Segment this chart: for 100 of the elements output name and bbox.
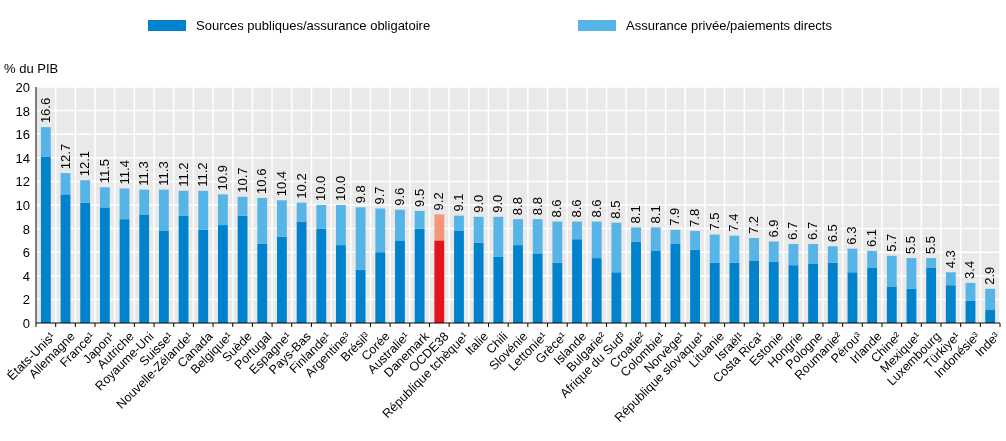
total-label: 4.3 xyxy=(942,250,958,269)
y-tick-label: 6 xyxy=(22,245,30,261)
bar xyxy=(985,310,996,323)
bar xyxy=(296,221,307,323)
total-label: 12.1 xyxy=(77,150,93,177)
bar xyxy=(158,189,169,231)
bar xyxy=(886,286,897,323)
bar xyxy=(631,227,641,242)
bar xyxy=(729,235,740,263)
total-label: 8.1 xyxy=(647,205,663,224)
bar xyxy=(788,243,799,266)
bar xyxy=(80,180,91,203)
bar xyxy=(513,245,523,323)
bar xyxy=(945,285,956,323)
bar xyxy=(690,230,700,250)
total-label: 10.4 xyxy=(273,170,289,197)
bar xyxy=(119,219,130,323)
bar xyxy=(926,267,937,323)
bar xyxy=(847,272,858,323)
bar xyxy=(336,205,346,246)
bar xyxy=(886,255,897,287)
total-label: 5.5 xyxy=(923,236,939,255)
bar xyxy=(434,240,445,323)
bar xyxy=(808,243,819,264)
bar xyxy=(965,282,976,301)
bar xyxy=(158,230,169,323)
bar xyxy=(60,173,71,195)
total-label: 12.7 xyxy=(57,143,73,170)
bar xyxy=(867,251,878,268)
legend-label: Sources publiques/assurance obligatoire xyxy=(196,18,431,33)
total-label: 11.4 xyxy=(116,160,132,185)
bar xyxy=(709,234,720,263)
bar xyxy=(611,272,622,323)
total-label: 6.7 xyxy=(805,221,821,240)
total-label: 8.8 xyxy=(529,197,545,216)
y-axis-title: % du PIB xyxy=(4,61,59,76)
bar xyxy=(257,243,268,323)
bar xyxy=(139,214,150,323)
y-tick-label: 16 xyxy=(15,127,30,143)
total-label: 8.5 xyxy=(608,200,624,219)
bar xyxy=(414,228,425,323)
bar xyxy=(670,243,681,323)
total-label: 10.0 xyxy=(332,175,348,201)
total-label: 11.3 xyxy=(155,161,171,186)
y-tick-label: 8 xyxy=(22,221,30,237)
total-label: 10.6 xyxy=(254,168,270,194)
bar xyxy=(631,241,641,323)
total-label: 7.8 xyxy=(687,208,703,227)
total-label: 7.9 xyxy=(667,207,683,226)
total-label: 8.6 xyxy=(549,199,565,218)
total-label: 10.7 xyxy=(234,167,250,193)
bar xyxy=(40,156,51,323)
total-label: 6.5 xyxy=(824,224,840,243)
bar xyxy=(237,215,248,323)
bar xyxy=(552,262,563,323)
y-tick-label: 18 xyxy=(15,103,30,119)
bar xyxy=(591,258,602,323)
bar xyxy=(414,210,425,229)
total-label: 5.5 xyxy=(903,236,919,255)
total-label: 8.8 xyxy=(510,197,525,216)
bar xyxy=(552,221,563,263)
bar xyxy=(237,196,248,216)
y-tick-label: 10 xyxy=(15,198,30,213)
total-label: 10.0 xyxy=(313,175,329,201)
total-label: 11.2 xyxy=(195,162,211,187)
bar xyxy=(473,242,484,323)
bar xyxy=(217,225,228,323)
total-label: 11.5 xyxy=(96,158,112,184)
bar xyxy=(395,240,405,323)
bar xyxy=(926,258,937,268)
total-label: 11.3 xyxy=(136,161,152,186)
bar xyxy=(788,265,799,323)
total-label: 11.2 xyxy=(175,162,191,187)
bar xyxy=(277,200,287,237)
bar xyxy=(591,221,602,259)
bar xyxy=(60,194,71,323)
bar xyxy=(749,238,759,261)
total-label: 8.6 xyxy=(569,199,585,218)
bar xyxy=(572,239,582,323)
bar xyxy=(749,260,759,323)
bar xyxy=(355,269,366,323)
total-label: 9.2 xyxy=(431,192,447,211)
total-label: 6.3 xyxy=(844,226,860,245)
total-label: 5.7 xyxy=(883,233,899,252)
bar xyxy=(40,127,51,157)
bar xyxy=(277,236,287,323)
bar xyxy=(906,258,917,289)
bar xyxy=(611,222,622,273)
bar xyxy=(473,216,484,243)
total-label: 10.9 xyxy=(214,165,230,191)
total-label: 9.8 xyxy=(352,185,368,204)
bar xyxy=(454,230,464,323)
bar xyxy=(99,207,110,323)
total-label: 8.6 xyxy=(588,199,604,218)
y-tick-label: 12 xyxy=(15,174,30,190)
bar xyxy=(257,197,268,244)
total-label: 7.4 xyxy=(726,213,742,232)
bar xyxy=(768,241,779,262)
bar xyxy=(139,189,150,215)
bar xyxy=(395,209,405,241)
